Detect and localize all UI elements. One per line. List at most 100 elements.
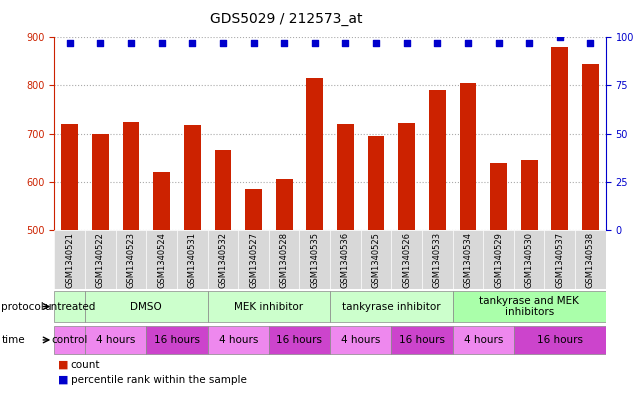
Bar (85, 290, 208, 322)
Bar (215, 151, 231, 230)
Point (371, 40, 381, 46)
Point (494, 40, 504, 46)
Bar (429, 90, 445, 230)
Bar (54, 290, 85, 322)
Text: GSM1340521: GSM1340521 (65, 232, 74, 288)
Text: 16 hours: 16 hours (276, 335, 322, 345)
Bar (238, 230, 269, 289)
Text: tankyrase and MEK
inhibitors: tankyrase and MEK inhibitors (479, 296, 579, 317)
Bar (330, 290, 453, 322)
Bar (392, 326, 453, 354)
Bar (245, 189, 262, 230)
Bar (422, 230, 453, 289)
Bar (54, 326, 85, 354)
Text: GSM1340522: GSM1340522 (96, 232, 105, 288)
Bar (330, 326, 392, 354)
Bar (330, 230, 361, 289)
Text: GSM1340534: GSM1340534 (463, 232, 472, 288)
Bar (460, 83, 476, 230)
Bar (153, 172, 170, 230)
Text: protocol: protocol (1, 301, 44, 312)
Text: GSM1340536: GSM1340536 (341, 232, 350, 288)
Point (585, 40, 595, 46)
Bar (269, 326, 330, 354)
Point (554, 34, 565, 40)
Bar (514, 326, 606, 354)
Bar (582, 64, 599, 230)
Text: 16 hours: 16 hours (154, 335, 200, 345)
Text: GSM1340524: GSM1340524 (157, 232, 166, 288)
Bar (85, 230, 116, 289)
Bar (392, 230, 422, 289)
Text: untreated: untreated (44, 301, 96, 312)
Bar (184, 125, 201, 230)
Bar (575, 230, 606, 289)
Point (96, 40, 106, 46)
Bar (514, 230, 544, 289)
Bar (361, 230, 392, 289)
Text: percentile rank within the sample: percentile rank within the sample (71, 375, 246, 385)
Text: ■: ■ (58, 375, 68, 385)
Text: GSM1340525: GSM1340525 (372, 232, 381, 288)
Bar (122, 121, 140, 230)
Text: MEK inhibitor: MEK inhibitor (235, 301, 303, 312)
Bar (146, 326, 208, 354)
Text: GSM1340530: GSM1340530 (525, 232, 534, 288)
Bar (54, 230, 85, 289)
Bar (337, 124, 354, 230)
Bar (453, 326, 514, 354)
Text: GSM1340535: GSM1340535 (310, 232, 319, 288)
Point (187, 40, 197, 46)
Bar (490, 163, 507, 230)
Point (340, 40, 351, 46)
Text: DMSO: DMSO (131, 301, 162, 312)
Text: 4 hours: 4 hours (341, 335, 380, 345)
Point (249, 40, 259, 46)
Text: GSM1340529: GSM1340529 (494, 232, 503, 288)
Bar (398, 123, 415, 230)
Bar (276, 179, 292, 230)
Text: GSM1340533: GSM1340533 (433, 232, 442, 288)
Point (463, 40, 473, 46)
Text: GSM1340537: GSM1340537 (555, 232, 564, 288)
Bar (208, 290, 330, 322)
Point (524, 40, 535, 46)
Bar (85, 326, 146, 354)
Bar (306, 78, 323, 230)
Text: tankyrase inhibitor: tankyrase inhibitor (342, 301, 440, 312)
Point (218, 40, 228, 46)
Text: ■: ■ (58, 360, 68, 370)
Text: 16 hours: 16 hours (537, 335, 583, 345)
Text: GSM1340532: GSM1340532 (219, 232, 228, 288)
Bar (368, 136, 385, 230)
Bar (483, 230, 514, 289)
Point (156, 40, 167, 46)
Bar (551, 47, 568, 230)
Text: GSM1340528: GSM1340528 (279, 232, 288, 288)
Point (65, 40, 75, 46)
Point (401, 40, 412, 46)
Bar (146, 230, 177, 289)
Text: GDS5029 / 212573_at: GDS5029 / 212573_at (210, 11, 362, 26)
Bar (544, 230, 575, 289)
Point (279, 40, 289, 46)
Bar (208, 326, 269, 354)
Text: 4 hours: 4 hours (96, 335, 135, 345)
Text: GSM1340526: GSM1340526 (402, 232, 411, 288)
Bar (453, 230, 483, 289)
Point (310, 40, 320, 46)
Bar (116, 230, 146, 289)
Bar (208, 230, 238, 289)
Point (126, 40, 136, 46)
Bar (92, 134, 109, 230)
Bar (453, 290, 606, 322)
Text: GSM1340538: GSM1340538 (586, 232, 595, 288)
Bar (62, 124, 78, 230)
Bar (299, 230, 330, 289)
Bar (177, 230, 208, 289)
Text: 4 hours: 4 hours (219, 335, 258, 345)
Text: time: time (1, 335, 25, 345)
Text: GSM1340531: GSM1340531 (188, 232, 197, 288)
Text: 4 hours: 4 hours (463, 335, 503, 345)
Text: count: count (71, 360, 100, 370)
